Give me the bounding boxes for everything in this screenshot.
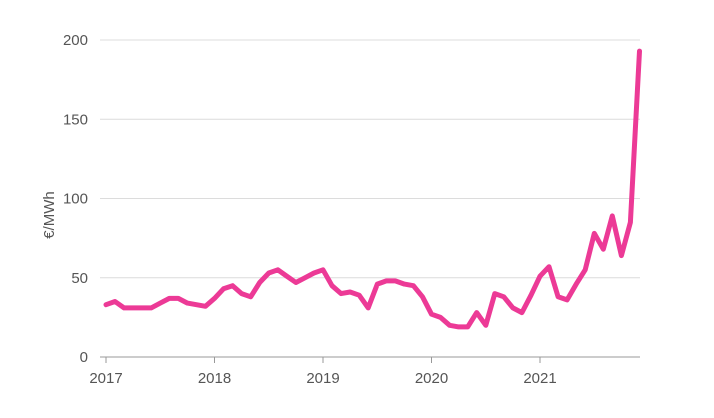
x-tick-label: 2019 [306, 370, 339, 387]
series-line [103, 48, 642, 330]
x-tick-label: 2020 [415, 370, 448, 387]
x-axis: 2017 2018 2019 2020 2021 [89, 357, 557, 387]
y-tick-label: 0 [80, 349, 88, 366]
x-tick-label: 2018 [198, 370, 231, 387]
data-points [105, 51, 640, 327]
x-tick-label: 2021 [523, 370, 556, 387]
y-tick-label: 200 [63, 32, 88, 49]
y-axis: 0 50 100 150 200 [63, 32, 88, 366]
y-tick-label: 100 [63, 191, 88, 208]
y-tick-label: 150 [63, 111, 88, 128]
y-axis-title: €/MWh [41, 191, 58, 239]
x-tick-label: 2017 [89, 370, 122, 387]
y-tick-label: 50 [71, 270, 88, 287]
